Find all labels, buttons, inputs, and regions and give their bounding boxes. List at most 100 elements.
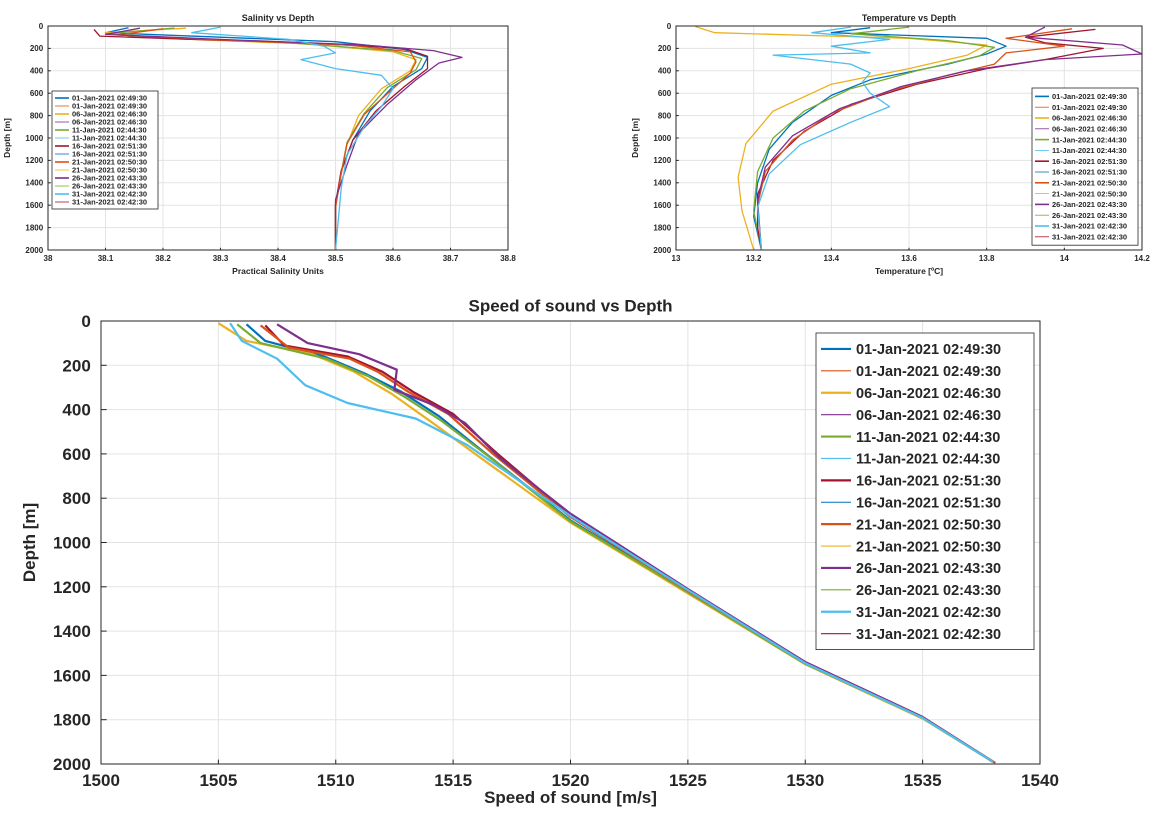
temperature-y-tick-label: 1800 (653, 223, 671, 232)
sound-legend-label: 11-Jan-2021 02:44:30 (856, 452, 1000, 468)
sound-legend-label: 31-Jan-2021 02:42:30 (856, 627, 1001, 643)
salinity-x-tick-label: 38.1 (98, 254, 114, 263)
salinity-legend-label: 31-Jan-2021 02:42:30 (72, 190, 147, 199)
sound-y-tick-label: 1600 (53, 666, 91, 685)
temperature-series-line (695, 26, 988, 250)
sound-x-tick-label: 1510 (317, 771, 355, 790)
sound-series-group (217, 322, 996, 764)
salinity-legend-label: 06-Jan-2021 02:46:30 (72, 118, 147, 127)
temperature-y-tick-label: 1400 (653, 179, 671, 188)
salinity-legend-label: 26-Jan-2021 02:43:30 (72, 174, 147, 183)
salinity-x-tick-label: 38.7 (443, 254, 459, 263)
temperature-y-tick-label: 400 (658, 67, 672, 76)
temperature-series-group (695, 26, 1142, 250)
salinity-x-tick-label: 38.3 (213, 254, 229, 263)
salinity-x-tick-label: 38.2 (155, 254, 171, 263)
salinity-title: Salinity vs Depth (242, 13, 315, 23)
salinity-y-tick-label: 1000 (25, 134, 43, 143)
temperature-legend-label: 01-Jan-2021 02:49:30 (1052, 92, 1127, 101)
salinity-axes-box (47, 25, 509, 251)
salinity-y-tick-label: 1400 (25, 179, 43, 188)
temperature-y-axis-label: Depth [m] (630, 118, 640, 158)
salinity-y-tick-label: 0 (39, 22, 44, 31)
temperature-series-line (756, 28, 1073, 250)
temperature-series-line (756, 26, 1142, 250)
sound-chart: 1500 1505 1510 1515 1520 1525 1530 1535 1540 0 200… (20, 297, 1059, 807)
temperature-x-tick-label: 13.4 (824, 254, 840, 263)
sound-x-tick-label: 1535 (904, 771, 942, 790)
temperature-legend-label: 11-Jan-2021 02:44:30 (1052, 146, 1127, 155)
sound-y-axis-label: Depth [m] (20, 503, 39, 582)
sound-x-tick-label: 1500 (82, 771, 120, 790)
sound-legend-label: 16-Jan-2021 02:51:30 (856, 474, 1001, 490)
salinity-legend-label: 31-Jan-2021 02:42:30 (72, 198, 147, 207)
salinity-x-tick-label: 38.4 (270, 254, 286, 263)
salinity-legend-label: 16-Jan-2021 02:51:30 (72, 142, 147, 151)
temperature-x-tick-label: 13 (672, 254, 681, 263)
temperature-legend-label: 31-Jan-2021 02:42:30 (1052, 222, 1127, 231)
sound-legend-label: 06-Jan-2021 02:46:30 (856, 408, 1001, 424)
temperature-y-tick-label: 1000 (653, 134, 671, 143)
salinity-legend-label: 21-Jan-2021 02:50:30 (72, 166, 147, 175)
salinity-legend-label: 11-Jan-2021 02:44:30 (72, 126, 147, 135)
temperature-y-tick-label: 1200 (653, 156, 671, 165)
sound-y-tick-label: 200 (62, 356, 90, 375)
sound-y-tick-label: 1800 (53, 711, 91, 730)
temperature-legend-label: 21-Jan-2021 02:50:30 (1052, 179, 1127, 188)
salinity-y-tick-label: 1200 (25, 156, 43, 165)
temperature-legend: 01-Jan-2021 02:49:30 01-Jan-2021 02:49:30… (1031, 87, 1139, 246)
sound-legend-label: 26-Jan-2021 02:43:30 (856, 561, 1001, 577)
sound-x-tick-label: 1540 (1021, 771, 1059, 790)
temperature-legend-label: 26-Jan-2021 02:43:30 (1052, 211, 1127, 220)
temperature-x-tick-label: 14.2 (1134, 254, 1150, 263)
sound-legend-label: 06-Jan-2021 02:46:30 (856, 386, 1001, 402)
temperature-legend-label: 16-Jan-2021 02:51:30 (1052, 157, 1127, 166)
sound-axes-box (100, 320, 1041, 765)
temperature-legend-box (1031, 87, 1139, 246)
sound-legend-label: 21-Jan-2021 02:50:30 (856, 539, 1001, 555)
salinity-x-axis-label: Practical Salinity Units (232, 266, 324, 276)
salinity-legend-box (51, 90, 159, 210)
temperature-series-line (753, 26, 996, 250)
temperature-axes-box (675, 25, 1143, 251)
temperature-x-tick-label: 13.6 (901, 254, 917, 263)
salinity-y-tick-label: 800 (30, 111, 44, 120)
salinity-x-tick-label: 38.8 (500, 254, 516, 263)
salinity-y-tick-label: 200 (30, 44, 44, 53)
temperature-legend-label: 06-Jan-2021 02:46:30 (1052, 125, 1127, 134)
temperature-y-tick-label: 2000 (653, 246, 671, 255)
salinity-x-tick-label: 38 (44, 254, 53, 263)
salinity-y-tick-label: 2000 (25, 246, 43, 255)
salinity-series-line (191, 26, 394, 250)
salinity-y-tick-label: 1600 (25, 201, 43, 210)
sound-y-tick-label: 800 (62, 489, 90, 508)
salinity-chart: 38 38.1 38.2 38.3 38.4 38.5 38.6 38.7 38.8 0 200 40… (2, 13, 516, 276)
temperature-legend-label: 26-Jan-2021 02:43:30 (1052, 200, 1127, 209)
sound-y-tick-label: 1200 (53, 578, 91, 597)
sound-legend-label: 01-Jan-2021 02:49:30 (856, 342, 1001, 358)
sound-y-tick-label: 600 (62, 445, 90, 464)
sound-legend-label: 01-Jan-2021 02:49:30 (856, 364, 1001, 380)
temperature-x-tick-label: 14 (1060, 254, 1069, 263)
sound-legend: 01-Jan-2021 02:49:30 01-Jan-2021 02:49:30… (815, 332, 1035, 651)
temperature-y-tick-label: 800 (658, 111, 672, 120)
sound-legend-label: 26-Jan-2021 02:43:30 (856, 583, 1001, 599)
salinity-x-tick-label: 38.6 (385, 254, 401, 263)
temperature-x-tick-label: 13.2 (746, 254, 762, 263)
sound-title: Speed of sound vs Depth (468, 297, 672, 316)
salinity-series-group (93, 26, 463, 250)
sound-legend-label: 11-Jan-2021 02:44:30 (856, 430, 1000, 446)
sound-y-tick-label: 0 (81, 312, 90, 331)
temperature-legend-label: 16-Jan-2021 02:51:30 (1052, 168, 1127, 177)
sound-y-tick-label: 2000 (53, 755, 91, 774)
sound-x-tick-label: 1530 (786, 771, 824, 790)
temperature-legend-label: 06-Jan-2021 02:46:30 (1052, 114, 1127, 123)
salinity-legend-label: 06-Jan-2021 02:46:30 (72, 110, 147, 119)
temperature-y-tick-label: 0 (667, 22, 672, 31)
temperature-legend-label: 31-Jan-2021 02:42:30 (1052, 233, 1127, 242)
salinity-y-tick-label: 1800 (25, 223, 43, 232)
salinity-y-tick-label: 400 (30, 67, 44, 76)
sound-legend-label: 21-Jan-2021 02:50:30 (856, 517, 1001, 533)
